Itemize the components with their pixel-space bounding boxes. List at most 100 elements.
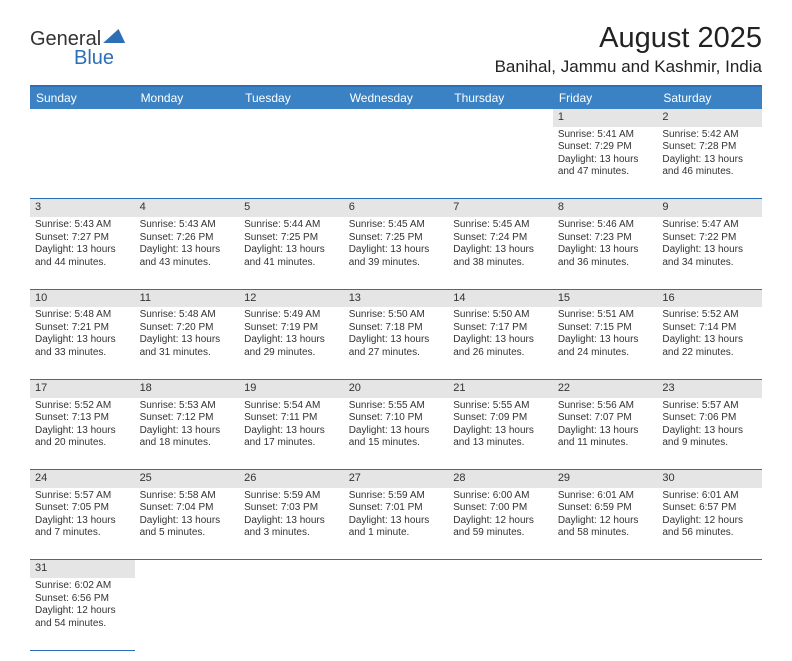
day-number-cell: 4 bbox=[135, 199, 240, 217]
day-number-cell bbox=[239, 109, 344, 127]
header: GeneralBlue August 2025 Banihal, Jammu a… bbox=[30, 22, 762, 77]
day-header: Saturday bbox=[657, 86, 762, 109]
week-content-row: Sunrise: 6:02 AMSunset: 6:56 PMDaylight:… bbox=[30, 578, 762, 650]
daylight-text: Daylight: 13 hours and 38 minutes. bbox=[453, 244, 548, 269]
day-content-cell: Sunrise: 5:50 AMSunset: 7:18 PMDaylight:… bbox=[344, 307, 449, 379]
daylight-text: Daylight: 13 hours and 41 minutes. bbox=[244, 244, 339, 269]
sunrise-text: Sunrise: 5:46 AM bbox=[558, 219, 653, 232]
day-number-cell bbox=[344, 109, 449, 127]
sunset-text: Sunset: 7:11 PM bbox=[244, 412, 339, 425]
day-details: Sunrise: 5:44 AMSunset: 7:25 PMDaylight:… bbox=[239, 217, 344, 273]
day-content-cell bbox=[448, 127, 553, 199]
daylight-text: Daylight: 13 hours and 7 minutes. bbox=[35, 515, 130, 540]
sunrise-text: Sunrise: 5:59 AM bbox=[244, 490, 339, 503]
day-details: Sunrise: 5:43 AMSunset: 7:26 PMDaylight:… bbox=[135, 217, 240, 273]
sunrise-text: Sunrise: 5:57 AM bbox=[35, 490, 130, 503]
day-content-cell: Sunrise: 5:42 AMSunset: 7:28 PMDaylight:… bbox=[657, 127, 762, 199]
sunset-text: Sunset: 7:10 PM bbox=[349, 412, 444, 425]
day-header: Tuesday bbox=[239, 86, 344, 109]
day-header: Friday bbox=[553, 86, 658, 109]
day-number-cell: 11 bbox=[135, 289, 240, 307]
sunrise-text: Sunrise: 6:02 AM bbox=[35, 580, 130, 593]
sunset-text: Sunset: 7:04 PM bbox=[140, 502, 235, 515]
daylight-text: Daylight: 13 hours and 33 minutes. bbox=[35, 334, 130, 359]
day-number-cell: 8 bbox=[553, 199, 658, 217]
day-content-cell: Sunrise: 5:48 AMSunset: 7:21 PMDaylight:… bbox=[30, 307, 135, 379]
day-details: Sunrise: 5:47 AMSunset: 7:22 PMDaylight:… bbox=[657, 217, 762, 273]
sunrise-text: Sunrise: 5:50 AM bbox=[349, 309, 444, 322]
day-content-cell: Sunrise: 5:59 AMSunset: 7:01 PMDaylight:… bbox=[344, 488, 449, 560]
day-number-cell: 14 bbox=[448, 289, 553, 307]
logo-flag-icon bbox=[103, 29, 125, 43]
day-content-cell: Sunrise: 5:58 AMSunset: 7:04 PMDaylight:… bbox=[135, 488, 240, 560]
sunrise-text: Sunrise: 5:42 AM bbox=[662, 129, 757, 142]
day-number-cell: 21 bbox=[448, 379, 553, 397]
day-number-cell: 9 bbox=[657, 199, 762, 217]
day-number-cell: 20 bbox=[344, 379, 449, 397]
sunset-text: Sunset: 7:05 PM bbox=[35, 502, 130, 515]
day-content-cell bbox=[135, 127, 240, 199]
sunrise-text: Sunrise: 5:49 AM bbox=[244, 309, 339, 322]
sunrise-text: Sunrise: 5:51 AM bbox=[558, 309, 653, 322]
day-number-cell: 28 bbox=[448, 470, 553, 488]
day-details: Sunrise: 5:57 AMSunset: 7:05 PMDaylight:… bbox=[30, 488, 135, 544]
day-content-cell: Sunrise: 5:59 AMSunset: 7:03 PMDaylight:… bbox=[239, 488, 344, 560]
day-content-cell: Sunrise: 5:49 AMSunset: 7:19 PMDaylight:… bbox=[239, 307, 344, 379]
sunset-text: Sunset: 7:12 PM bbox=[140, 412, 235, 425]
sunset-text: Sunset: 7:29 PM bbox=[558, 141, 653, 154]
daylight-text: Daylight: 13 hours and 3 minutes. bbox=[244, 515, 339, 540]
week-daynum-row: 31 bbox=[30, 560, 762, 578]
sunrise-text: Sunrise: 5:57 AM bbox=[662, 400, 757, 413]
sunrise-text: Sunrise: 6:01 AM bbox=[662, 490, 757, 503]
day-details: Sunrise: 6:02 AMSunset: 6:56 PMDaylight:… bbox=[30, 578, 135, 634]
day-number-cell: 17 bbox=[30, 379, 135, 397]
day-details: Sunrise: 5:43 AMSunset: 7:27 PMDaylight:… bbox=[30, 217, 135, 273]
day-content-cell: Sunrise: 5:53 AMSunset: 7:12 PMDaylight:… bbox=[135, 398, 240, 470]
week-content-row: Sunrise: 5:52 AMSunset: 7:13 PMDaylight:… bbox=[30, 398, 762, 470]
day-number-cell bbox=[448, 560, 553, 578]
day-details: Sunrise: 5:59 AMSunset: 7:03 PMDaylight:… bbox=[239, 488, 344, 544]
day-content-cell: Sunrise: 6:01 AMSunset: 6:59 PMDaylight:… bbox=[553, 488, 658, 560]
day-number-cell: 19 bbox=[239, 379, 344, 397]
day-number-cell: 24 bbox=[30, 470, 135, 488]
sunrise-text: Sunrise: 5:56 AM bbox=[558, 400, 653, 413]
sunrise-text: Sunrise: 5:43 AM bbox=[140, 219, 235, 232]
daylight-text: Daylight: 13 hours and 39 minutes. bbox=[349, 244, 444, 269]
day-details: Sunrise: 5:53 AMSunset: 7:12 PMDaylight:… bbox=[135, 398, 240, 454]
sunset-text: Sunset: 7:22 PM bbox=[662, 232, 757, 245]
day-details: Sunrise: 5:50 AMSunset: 7:17 PMDaylight:… bbox=[448, 307, 553, 363]
day-content-cell: Sunrise: 5:51 AMSunset: 7:15 PMDaylight:… bbox=[553, 307, 658, 379]
day-number-cell: 3 bbox=[30, 199, 135, 217]
day-content-cell bbox=[448, 578, 553, 650]
day-number-cell: 25 bbox=[135, 470, 240, 488]
daylight-text: Daylight: 13 hours and 17 minutes. bbox=[244, 425, 339, 450]
day-number-cell: 15 bbox=[553, 289, 658, 307]
day-details: Sunrise: 5:46 AMSunset: 7:23 PMDaylight:… bbox=[553, 217, 658, 273]
day-details: Sunrise: 5:49 AMSunset: 7:19 PMDaylight:… bbox=[239, 307, 344, 363]
daylight-text: Daylight: 13 hours and 36 minutes. bbox=[558, 244, 653, 269]
sunset-text: Sunset: 7:14 PM bbox=[662, 322, 757, 335]
day-content-cell: Sunrise: 5:50 AMSunset: 7:17 PMDaylight:… bbox=[448, 307, 553, 379]
day-content-cell: Sunrise: 5:44 AMSunset: 7:25 PMDaylight:… bbox=[239, 217, 344, 289]
daylight-text: Daylight: 13 hours and 1 minute. bbox=[349, 515, 444, 540]
day-content-cell: Sunrise: 6:02 AMSunset: 6:56 PMDaylight:… bbox=[30, 578, 135, 650]
day-details: Sunrise: 5:57 AMSunset: 7:06 PMDaylight:… bbox=[657, 398, 762, 454]
sunset-text: Sunset: 7:15 PM bbox=[558, 322, 653, 335]
day-content-cell bbox=[239, 578, 344, 650]
daylight-text: Daylight: 13 hours and 43 minutes. bbox=[140, 244, 235, 269]
day-details: Sunrise: 6:01 AMSunset: 6:57 PMDaylight:… bbox=[657, 488, 762, 544]
day-details: Sunrise: 5:45 AMSunset: 7:25 PMDaylight:… bbox=[344, 217, 449, 273]
sunset-text: Sunset: 6:59 PM bbox=[558, 502, 653, 515]
daylight-text: Daylight: 12 hours and 56 minutes. bbox=[662, 515, 757, 540]
day-details: Sunrise: 5:55 AMSunset: 7:10 PMDaylight:… bbox=[344, 398, 449, 454]
sunset-text: Sunset: 7:00 PM bbox=[453, 502, 548, 515]
day-number-cell: 23 bbox=[657, 379, 762, 397]
daylight-text: Daylight: 13 hours and 31 minutes. bbox=[140, 334, 235, 359]
daylight-text: Daylight: 12 hours and 59 minutes. bbox=[453, 515, 548, 540]
sunset-text: Sunset: 7:09 PM bbox=[453, 412, 548, 425]
week-daynum-row: 3456789 bbox=[30, 199, 762, 217]
sunset-text: Sunset: 7:18 PM bbox=[349, 322, 444, 335]
sunset-text: Sunset: 7:20 PM bbox=[140, 322, 235, 335]
day-details: Sunrise: 5:56 AMSunset: 7:07 PMDaylight:… bbox=[553, 398, 658, 454]
day-details: Sunrise: 5:58 AMSunset: 7:04 PMDaylight:… bbox=[135, 488, 240, 544]
